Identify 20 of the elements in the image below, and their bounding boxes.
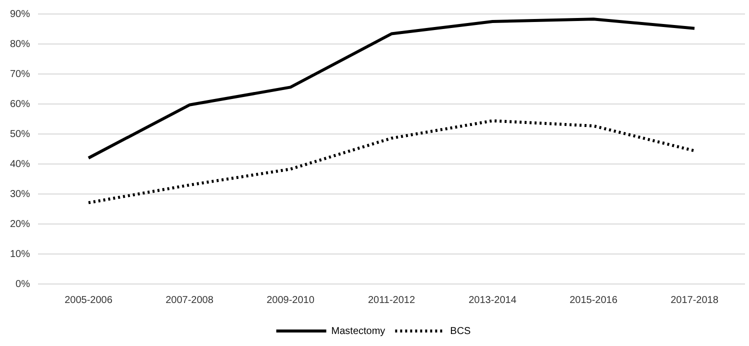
x-tick-label: 2013-2014 [468,294,517,306]
y-tick-label: 90% [10,8,30,20]
line-series [87,119,696,204]
y-tick-label: 50% [10,128,30,140]
y-tick-label: 60% [10,98,30,110]
y-tick-label: 70% [10,68,30,80]
y-tick-label: 20% [10,218,30,230]
y-tick-label: 30% [10,188,30,200]
x-tick-label: 2007-2008 [166,294,214,306]
x-tick-label: 2015-2016 [570,294,618,306]
legend-label: BCS [450,326,472,337]
y-tick-label: 80% [10,38,30,50]
x-tick-label: 2009-2010 [266,294,315,306]
y-tick-label: 0% [16,278,30,290]
x-tick-label: 2011-2012 [368,294,416,306]
legend-label: Mastectomy [331,326,386,337]
y-tick-label: 10% [10,248,30,260]
x-tick-label: 2017-2018 [670,294,719,306]
y-tick-label: 40% [10,158,30,170]
x-tick-label: 2005-2006 [64,294,113,306]
